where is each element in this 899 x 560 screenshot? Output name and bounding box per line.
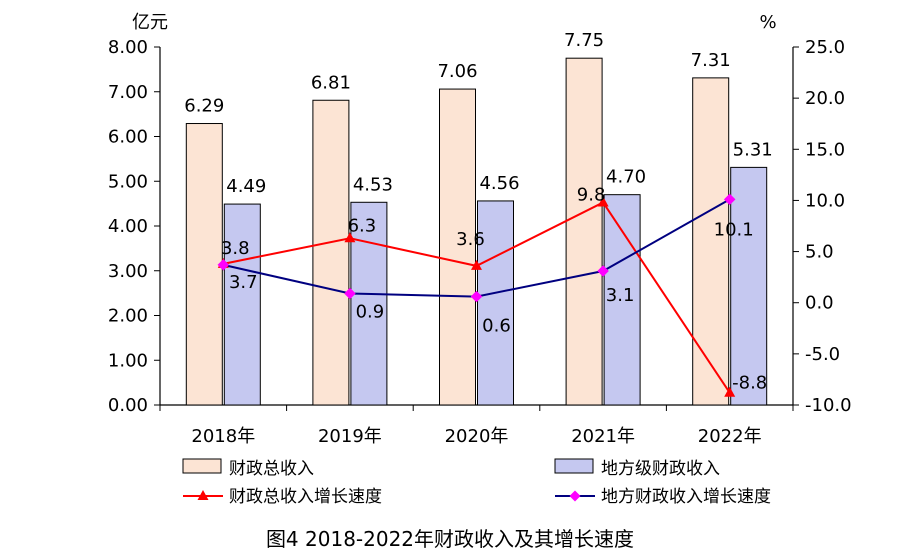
bar-value-label: 4.49 bbox=[226, 176, 266, 197]
marker-local-growth bbox=[217, 259, 230, 271]
left-axis-tick-label: 0.00 bbox=[108, 395, 148, 416]
local-growth-label: 3.7 bbox=[229, 272, 258, 293]
right-axis-tick-label: -10.0 bbox=[805, 395, 852, 416]
bar-local-revenue bbox=[477, 200, 514, 406]
marker-total-growth bbox=[471, 259, 482, 270]
left-axis-tick-label: 2.00 bbox=[108, 306, 148, 327]
legend-label: 地方级财政收入 bbox=[601, 459, 720, 479]
right-axis-tick-label: -5.0 bbox=[805, 344, 840, 365]
bar-value-label: 6.29 bbox=[184, 96, 224, 117]
left-axis-tick-label: 7.00 bbox=[108, 82, 148, 103]
bar-total-revenue bbox=[312, 99, 350, 406]
total-growth-label: 3.8 bbox=[221, 238, 250, 259]
bar-total-revenue bbox=[692, 77, 730, 406]
x-axis-category-label: 2019年 bbox=[318, 426, 382, 447]
right-axis-tick-label: 5.0 bbox=[805, 242, 834, 263]
marker-local-growth bbox=[723, 193, 736, 206]
bar-local-revenue bbox=[730, 166, 768, 406]
bar-value-label: 6.81 bbox=[311, 72, 351, 93]
local-growth-label: 0.9 bbox=[356, 302, 385, 323]
x-axis-category-label: 2021年 bbox=[571, 426, 635, 447]
left-axis-tick-label: 4.00 bbox=[108, 216, 148, 237]
right-axis-tick-label: 0.0 bbox=[805, 293, 834, 314]
legend-marker-2 bbox=[197, 490, 209, 500]
bar-value-label: 4.53 bbox=[353, 174, 393, 195]
bar-local-revenue bbox=[223, 203, 261, 406]
right-axis-tick-label: 15.0 bbox=[805, 139, 845, 160]
marker-total-growth bbox=[724, 386, 736, 397]
bar-value-label: 7.06 bbox=[437, 61, 477, 82]
left-axis-unit: 亿元 bbox=[132, 12, 168, 33]
total-growth-label: 9.8 bbox=[577, 184, 606, 205]
x-axis-category-label: 2018年 bbox=[191, 426, 255, 447]
legend-label: 财政总收入增长速度 bbox=[229, 487, 382, 507]
marker-local-growth bbox=[597, 265, 609, 277]
bar-value-label: 5.31 bbox=[733, 139, 773, 160]
legend-label: 财政总收入 bbox=[229, 459, 314, 479]
left-axis-tick-label: 8.00 bbox=[108, 37, 148, 58]
bar-value-label: 7.31 bbox=[691, 50, 731, 71]
bar-local-revenue bbox=[350, 201, 388, 406]
bar-value-label: 4.56 bbox=[479, 173, 519, 194]
bar-total-revenue bbox=[185, 123, 223, 406]
local-growth-label: 3.1 bbox=[606, 285, 635, 306]
total-growth-label: 3.6 bbox=[456, 229, 485, 250]
right-axis-tick-label: 20.0 bbox=[805, 88, 845, 109]
bar-value-label: 4.70 bbox=[606, 167, 646, 188]
plot-area: 0.00 1.00 2.00 3.00 4.00 5.00 6.00 7.00 8.00 -10.… bbox=[108, 12, 852, 447]
total-growth-label: -8.8 bbox=[732, 373, 767, 394]
marker-total-growth bbox=[597, 196, 609, 207]
right-axis-tick-label: 10.0 bbox=[805, 190, 845, 211]
x-axis-category-label: 2020年 bbox=[445, 426, 509, 447]
right-axis-tick-label: 25.0 bbox=[805, 37, 845, 58]
total-growth-label: 6.3 bbox=[348, 215, 377, 236]
left-axis-tick-label: 3.00 bbox=[108, 261, 148, 282]
local-growth-label: 0.6 bbox=[482, 316, 511, 337]
marker-local-growth bbox=[470, 290, 483, 303]
chart-title: 图4 2018-2022年财政收入及其增长速度 bbox=[266, 527, 634, 551]
x-axis-category-label: 2022年 bbox=[698, 426, 762, 447]
left-axis-tick-label: 1.00 bbox=[108, 350, 148, 371]
marker-local-growth bbox=[344, 287, 356, 300]
left-axis-tick-label: 6.00 bbox=[108, 127, 148, 148]
legend-label: 地方财政收入增长速度 bbox=[601, 487, 771, 507]
bar-value-label: 7.75 bbox=[564, 30, 604, 51]
left-axis-tick-label: 5.00 bbox=[108, 171, 148, 192]
legend-marker-3 bbox=[569, 490, 581, 502]
legend-swatch-1 bbox=[554, 458, 594, 474]
right-axis-unit: % bbox=[759, 12, 776, 33]
bar-total-revenue bbox=[565, 57, 603, 406]
marker-total-growth bbox=[344, 232, 356, 243]
local-growth-label: 10.1 bbox=[714, 219, 754, 240]
legend-swatch-0 bbox=[182, 458, 222, 474]
bar-total-revenue bbox=[439, 88, 476, 406]
